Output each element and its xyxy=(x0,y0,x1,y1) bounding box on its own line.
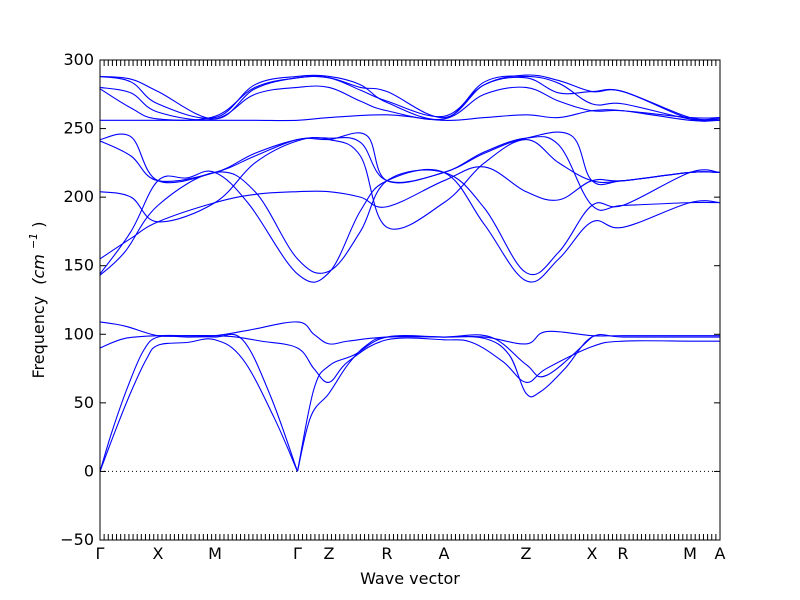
y-tick-label: 50 xyxy=(74,393,94,412)
y-tick-labels: −50 0 50 100 150 200 250 300 xyxy=(60,50,94,549)
band-line-17 xyxy=(99,74,721,122)
band-line-3 xyxy=(99,334,720,383)
axis-ticks xyxy=(99,59,721,541)
band-lines xyxy=(99,74,721,472)
band-line-11 xyxy=(99,136,721,211)
y-axis-label-unit: (cm xyxy=(29,254,48,285)
x-tick-label: A xyxy=(715,544,726,563)
band-line-9 xyxy=(99,166,721,260)
y-tick-label: 300 xyxy=(63,50,94,69)
x-axis-label: Wave vector xyxy=(360,569,460,588)
y-tick-label: 0 xyxy=(84,461,94,480)
band-line-15 xyxy=(99,75,721,121)
x-tick-label: Z xyxy=(521,544,532,563)
y-axis-label-close: ) xyxy=(29,221,48,227)
x-tick-label: M xyxy=(683,544,697,563)
band-line-14 xyxy=(99,85,721,121)
band-line-16 xyxy=(99,74,721,121)
x-tick-label: Z xyxy=(324,544,335,563)
y-axis-label-text: Frequency xyxy=(29,296,48,379)
y-axis-label-sup: −1 xyxy=(27,233,40,249)
band-line-8 xyxy=(99,168,721,283)
x-tick-label: M xyxy=(208,544,222,563)
x-tick-label: R xyxy=(381,544,392,563)
y-tick-label: 100 xyxy=(63,324,94,343)
plot-frame xyxy=(99,59,721,541)
band-line-10 xyxy=(99,137,721,230)
y-tick-label: 250 xyxy=(63,119,94,138)
x-tick-label: X xyxy=(152,544,163,563)
x-tick-label: Γ xyxy=(96,544,105,563)
y-tick-label: −50 xyxy=(60,530,94,549)
band-line-2 xyxy=(99,333,298,472)
band-line-4 xyxy=(99,321,720,345)
x-tick-label: Γ xyxy=(293,544,302,563)
x-tick-label: X xyxy=(586,544,597,563)
band-line-7 xyxy=(99,169,721,276)
x-tick-label: R xyxy=(617,544,628,563)
band-line-5 xyxy=(296,333,720,472)
band-line-6 xyxy=(296,334,593,472)
x-tick-label: A xyxy=(438,544,449,563)
y-tick-label: 200 xyxy=(63,187,94,206)
band-line-12 xyxy=(99,131,721,186)
y-tick-label: 150 xyxy=(63,256,94,275)
band-line-1 xyxy=(99,338,298,472)
y-axis-label: Frequency (cm −1 ) xyxy=(22,221,48,378)
